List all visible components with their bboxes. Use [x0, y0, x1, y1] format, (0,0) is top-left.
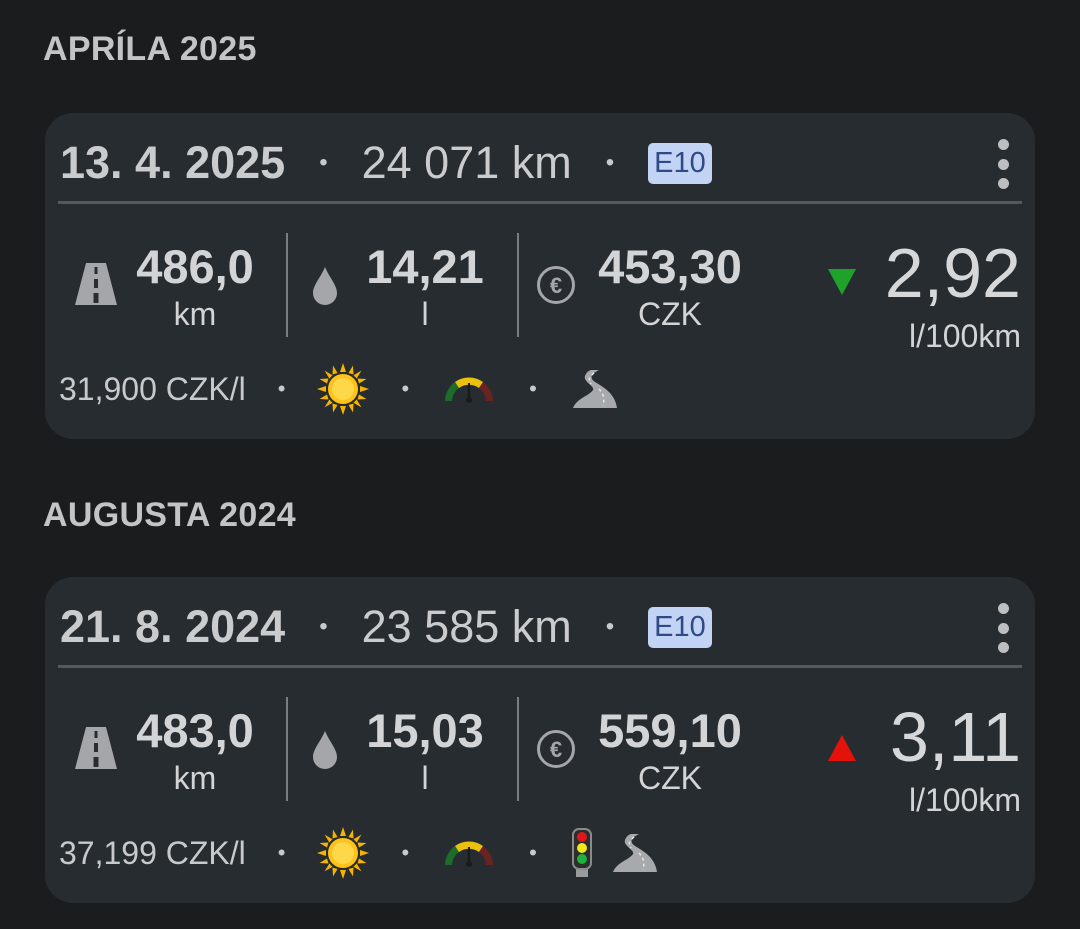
stat-divider	[517, 233, 519, 337]
fuel-entry-card[interactable]: 21. 8. 2024 • 23 585 km • E10 483,0 km 1…	[45, 577, 1035, 903]
consumption-stat: 2,92 l/100km	[885, 238, 1021, 355]
entry-header: 13. 4. 2025 • 24 071 km • E10	[60, 137, 712, 189]
more-options-button[interactable]	[993, 603, 1013, 653]
gauge-icon	[445, 377, 494, 403]
header-divider	[58, 665, 1022, 668]
entry-details-row: 31,900 CZK/l • • •	[59, 363, 619, 415]
consumption-stat: 3,11 l/100km	[890, 702, 1021, 819]
separator-dot: •	[605, 149, 615, 176]
distance-stat: 486,0 km	[130, 243, 260, 333]
svg-text:€: €	[550, 273, 562, 298]
volume-stat: 14,21 l	[355, 243, 495, 333]
fuel-type-badge: E10	[648, 142, 712, 184]
separator-dot: •	[529, 840, 537, 865]
cost-unit: CZK	[638, 760, 702, 796]
odometer-value: 24 071 km	[361, 137, 572, 188]
cost-unit: CZK	[638, 296, 702, 332]
separator-dot: •	[319, 613, 328, 640]
road-icon	[75, 263, 117, 305]
cost-stat: 559,10 CZK	[585, 707, 755, 797]
trend-down-icon	[828, 269, 856, 295]
unit-price: 37,199 CZK/l	[59, 834, 246, 871]
consumption-value: 2,92	[884, 234, 1021, 312]
euro-coin-icon: €	[537, 730, 575, 768]
fuel-drop-icon	[313, 267, 337, 305]
stat-divider	[286, 233, 288, 337]
distance-value: 486,0	[136, 240, 254, 293]
sun-icon	[317, 363, 370, 415]
month-header: APRÍLA 2025	[43, 30, 257, 68]
entry-details-row: 37,199 CZK/l • • •	[59, 827, 659, 879]
distance-unit: km	[173, 296, 217, 332]
month-header: AUGUSTA 2024	[43, 496, 297, 534]
separator-dot: •	[277, 376, 286, 401]
fuel-type-badge: E10	[648, 606, 712, 648]
cost-value: 559,10	[598, 704, 742, 757]
volume-stat: 15,03 l	[355, 707, 495, 797]
winding-road-icon	[572, 370, 617, 408]
euro-coin-icon: €	[537, 266, 575, 304]
road-icon	[75, 727, 117, 769]
volume-unit: l	[421, 296, 429, 332]
distance-stat: 483,0 km	[130, 707, 260, 797]
stat-divider	[517, 697, 519, 801]
separator-dot: •	[401, 376, 410, 401]
sun-icon	[317, 827, 370, 879]
fuel-drop-icon	[313, 731, 337, 769]
consumption-unit: l/100km	[908, 318, 1021, 354]
stat-divider	[286, 697, 288, 801]
separator-dot: •	[319, 149, 328, 176]
separator-dot: •	[277, 840, 286, 865]
cost-value: 453,30	[598, 240, 742, 293]
cost-stat: 453,30 CZK	[585, 243, 755, 333]
separator-dot: •	[401, 840, 410, 865]
entry-date: 13. 4. 2025	[60, 137, 286, 188]
fuel-entry-card[interactable]: 13. 4. 2025 • 24 071 km • E10 486,0 km 1…	[45, 113, 1035, 439]
header-divider	[58, 201, 1022, 204]
volume-unit: l	[421, 760, 429, 796]
entry-header: 21. 8. 2024 • 23 585 km • E10	[60, 601, 712, 653]
gauge-icon	[445, 841, 494, 867]
winding-road-icon	[612, 834, 657, 872]
distance-unit: km	[173, 760, 217, 796]
separator-dot: •	[605, 613, 615, 640]
traffic-light-icon	[571, 828, 592, 877]
consumption-unit: l/100km	[908, 782, 1021, 818]
more-options-button[interactable]	[993, 139, 1013, 189]
separator-dot: •	[529, 376, 537, 401]
volume-value: 15,03	[366, 704, 484, 757]
volume-value: 14,21	[366, 240, 484, 293]
distance-value: 483,0	[136, 704, 254, 757]
entry-date: 21. 8. 2024	[60, 601, 286, 652]
unit-price: 31,900 CZK/l	[59, 370, 246, 407]
svg-text:€: €	[550, 737, 562, 762]
trend-up-icon	[828, 735, 856, 761]
consumption-value: 3,11	[889, 698, 1021, 776]
odometer-value: 23 585 km	[361, 601, 572, 652]
